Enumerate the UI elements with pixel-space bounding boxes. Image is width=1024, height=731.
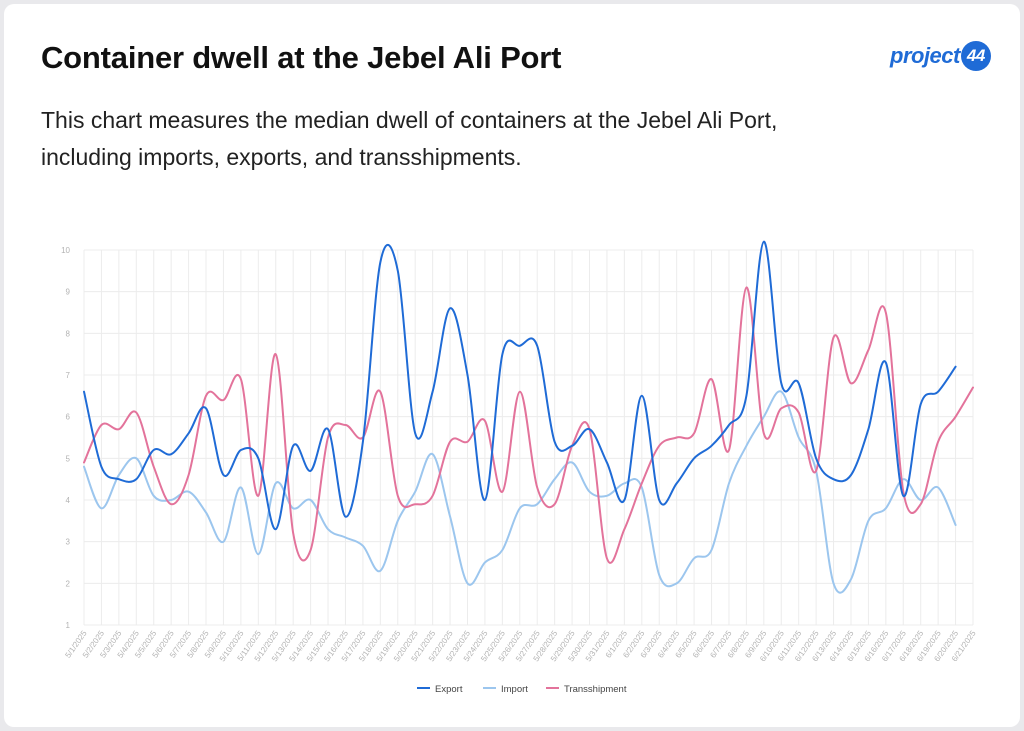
y-tick-label: 3 <box>66 538 71 547</box>
legend-label-import: Import <box>501 684 528 695</box>
y-tick-label: 1 <box>66 621 71 630</box>
y-tick-label: 2 <box>66 579 71 588</box>
y-tick-label: 10 <box>61 246 70 255</box>
legend-label-transshipment: Transshipment <box>564 684 627 695</box>
grid <box>83 249 974 626</box>
logo-badge: 44 <box>960 41 991 71</box>
page-title: Container dwell at the Jebel Ali Port <box>41 40 562 75</box>
y-tick-label: 5 <box>66 454 71 463</box>
y-tick-label: 9 <box>66 288 71 297</box>
x-axis-ticks: 5/1/20255/2/20255/3/20255/4/20255/5/2025… <box>63 629 978 664</box>
y-tick-label: 8 <box>66 329 71 338</box>
project44-logo: project 44 <box>890 41 991 71</box>
legend: Export Import Transshipment <box>417 684 627 695</box>
series-line-import <box>83 390 957 594</box>
legend-label-export: Export <box>435 684 463 695</box>
y-tick-label: 4 <box>66 496 71 505</box>
series-line-transshipment <box>83 286 974 564</box>
y-tick-label: 7 <box>66 371 71 380</box>
chart-description: This chart measures the median dwell of … <box>41 107 778 170</box>
series-line-export <box>83 240 957 531</box>
y-tick-label: 6 <box>66 413 71 422</box>
logo-wordmark: project <box>890 43 960 68</box>
y-axis-ticks: 1 2 3 4 5 6 7 8 9 10 <box>61 246 70 630</box>
